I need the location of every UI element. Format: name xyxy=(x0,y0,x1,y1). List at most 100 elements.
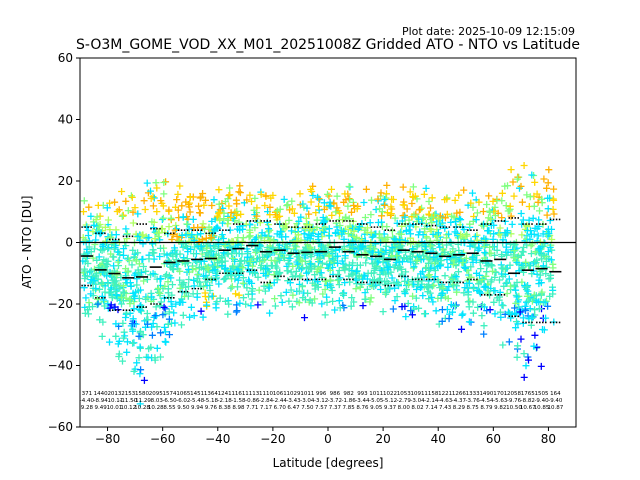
scatter-point xyxy=(298,282,306,290)
scatter-point xyxy=(371,245,379,253)
scatter-point xyxy=(160,190,168,198)
scatter-point xyxy=(134,210,142,218)
scatter-point xyxy=(545,230,553,238)
scatter-point xyxy=(445,315,453,323)
scatter-point xyxy=(528,230,535,238)
scatter-point xyxy=(234,276,242,284)
scatter-point xyxy=(165,308,173,316)
scatter-point xyxy=(266,211,274,219)
scatter-point xyxy=(176,299,183,306)
scatter-point xyxy=(498,214,506,222)
scatter-point xyxy=(543,263,550,271)
scatter-point xyxy=(519,319,527,327)
scatter-point xyxy=(483,201,491,208)
scatter-point xyxy=(334,259,342,267)
scatter-point xyxy=(261,202,269,209)
scatter-point xyxy=(344,230,352,238)
scatter-point xyxy=(531,248,539,256)
scatter-point xyxy=(512,324,520,332)
scatter-point xyxy=(543,184,551,192)
bin-stat-label: -4.37 xyxy=(452,398,467,404)
scatter-point xyxy=(315,195,323,203)
scatter-point xyxy=(216,216,223,224)
scatter-point xyxy=(314,233,322,241)
scatter-point xyxy=(403,205,411,213)
bin-stat-label: -2.84 xyxy=(259,398,274,404)
scatter-point xyxy=(306,260,314,268)
bin-stat-label: 8.00 xyxy=(398,405,411,411)
scatter-point xyxy=(114,258,122,266)
scatter-point xyxy=(229,255,237,262)
bin-statistics: 371 1440 2013 2153 1580 2095 1574 1065 1451 1364 1… xyxy=(80,391,564,411)
scatter-point xyxy=(341,279,349,287)
scatter-point xyxy=(215,186,223,194)
scatter-point xyxy=(152,303,160,311)
bin-stat-label: -9.40 xyxy=(534,398,549,404)
scatter-point xyxy=(138,256,146,263)
scatter-point xyxy=(80,269,87,277)
scatter-point xyxy=(522,307,529,315)
scatter-point xyxy=(309,192,317,199)
scatter-point xyxy=(308,188,316,195)
scatter-point xyxy=(228,250,236,258)
scatter-point xyxy=(298,257,306,265)
bin-stat-label: 1011 xyxy=(369,391,383,397)
scatter-point xyxy=(112,231,120,239)
scatter-point xyxy=(258,229,266,237)
scatter-point xyxy=(124,338,131,346)
scatter-point xyxy=(361,237,369,245)
y-tick-label: −40 xyxy=(48,359,73,373)
scatter-point xyxy=(261,287,269,295)
scatter-point xyxy=(410,305,418,313)
scatter-point xyxy=(237,210,245,218)
bin-stat-label: 1221 xyxy=(438,391,452,397)
scatter-point xyxy=(425,198,433,205)
scatter-point xyxy=(203,301,211,309)
scatter-point xyxy=(531,331,539,339)
bin-stat-label: -11.50 xyxy=(119,398,137,404)
bin-stat-label: 7.37 xyxy=(329,405,342,411)
scatter-point xyxy=(428,194,436,202)
scatter-point xyxy=(530,267,538,275)
scatter-point xyxy=(467,263,475,271)
scatter-point xyxy=(491,212,499,219)
scatter-point xyxy=(176,267,184,275)
y-tick-label: −20 xyxy=(48,297,73,311)
scatter-point xyxy=(306,221,313,229)
scatter-point xyxy=(157,329,165,337)
scatter-point xyxy=(224,310,232,318)
scatter-point xyxy=(382,235,390,243)
scatter-point xyxy=(314,255,322,263)
y-tick-label: −60 xyxy=(48,420,73,434)
scatter-point xyxy=(371,267,379,274)
scatter-point xyxy=(134,266,142,274)
scatter-point xyxy=(489,197,497,205)
scatter-point xyxy=(319,216,327,224)
bin-stat-label: 1241 xyxy=(218,391,232,397)
plot-date: Plot date: 2025-10-09 12:15:09 xyxy=(402,25,575,38)
bin-stat-label: -6.02 xyxy=(176,398,190,404)
scatter-point xyxy=(305,210,313,218)
scatter-point xyxy=(149,240,156,248)
bin-stat-label: -4.54 xyxy=(479,398,494,404)
scatter-point xyxy=(307,198,315,206)
scatter-point xyxy=(296,190,304,198)
scatter-point xyxy=(486,208,494,216)
scatter-point xyxy=(159,214,167,222)
scatter-point xyxy=(126,295,134,303)
scatter-point xyxy=(333,223,341,231)
scatter-point xyxy=(533,190,541,198)
scatter-point xyxy=(413,286,420,293)
bin-stat-label: 2153 xyxy=(121,391,135,397)
scatter-point xyxy=(160,303,168,311)
scatter-point xyxy=(285,259,293,267)
scatter-point xyxy=(450,282,458,290)
scatter-point xyxy=(176,276,184,284)
scatter-point xyxy=(465,279,473,287)
scatter-point xyxy=(82,294,90,302)
scatter-point xyxy=(444,263,452,271)
scatter-point xyxy=(295,287,303,295)
scatter-point xyxy=(118,212,126,220)
scatter-point xyxy=(179,311,187,319)
scatter-point xyxy=(210,196,218,204)
